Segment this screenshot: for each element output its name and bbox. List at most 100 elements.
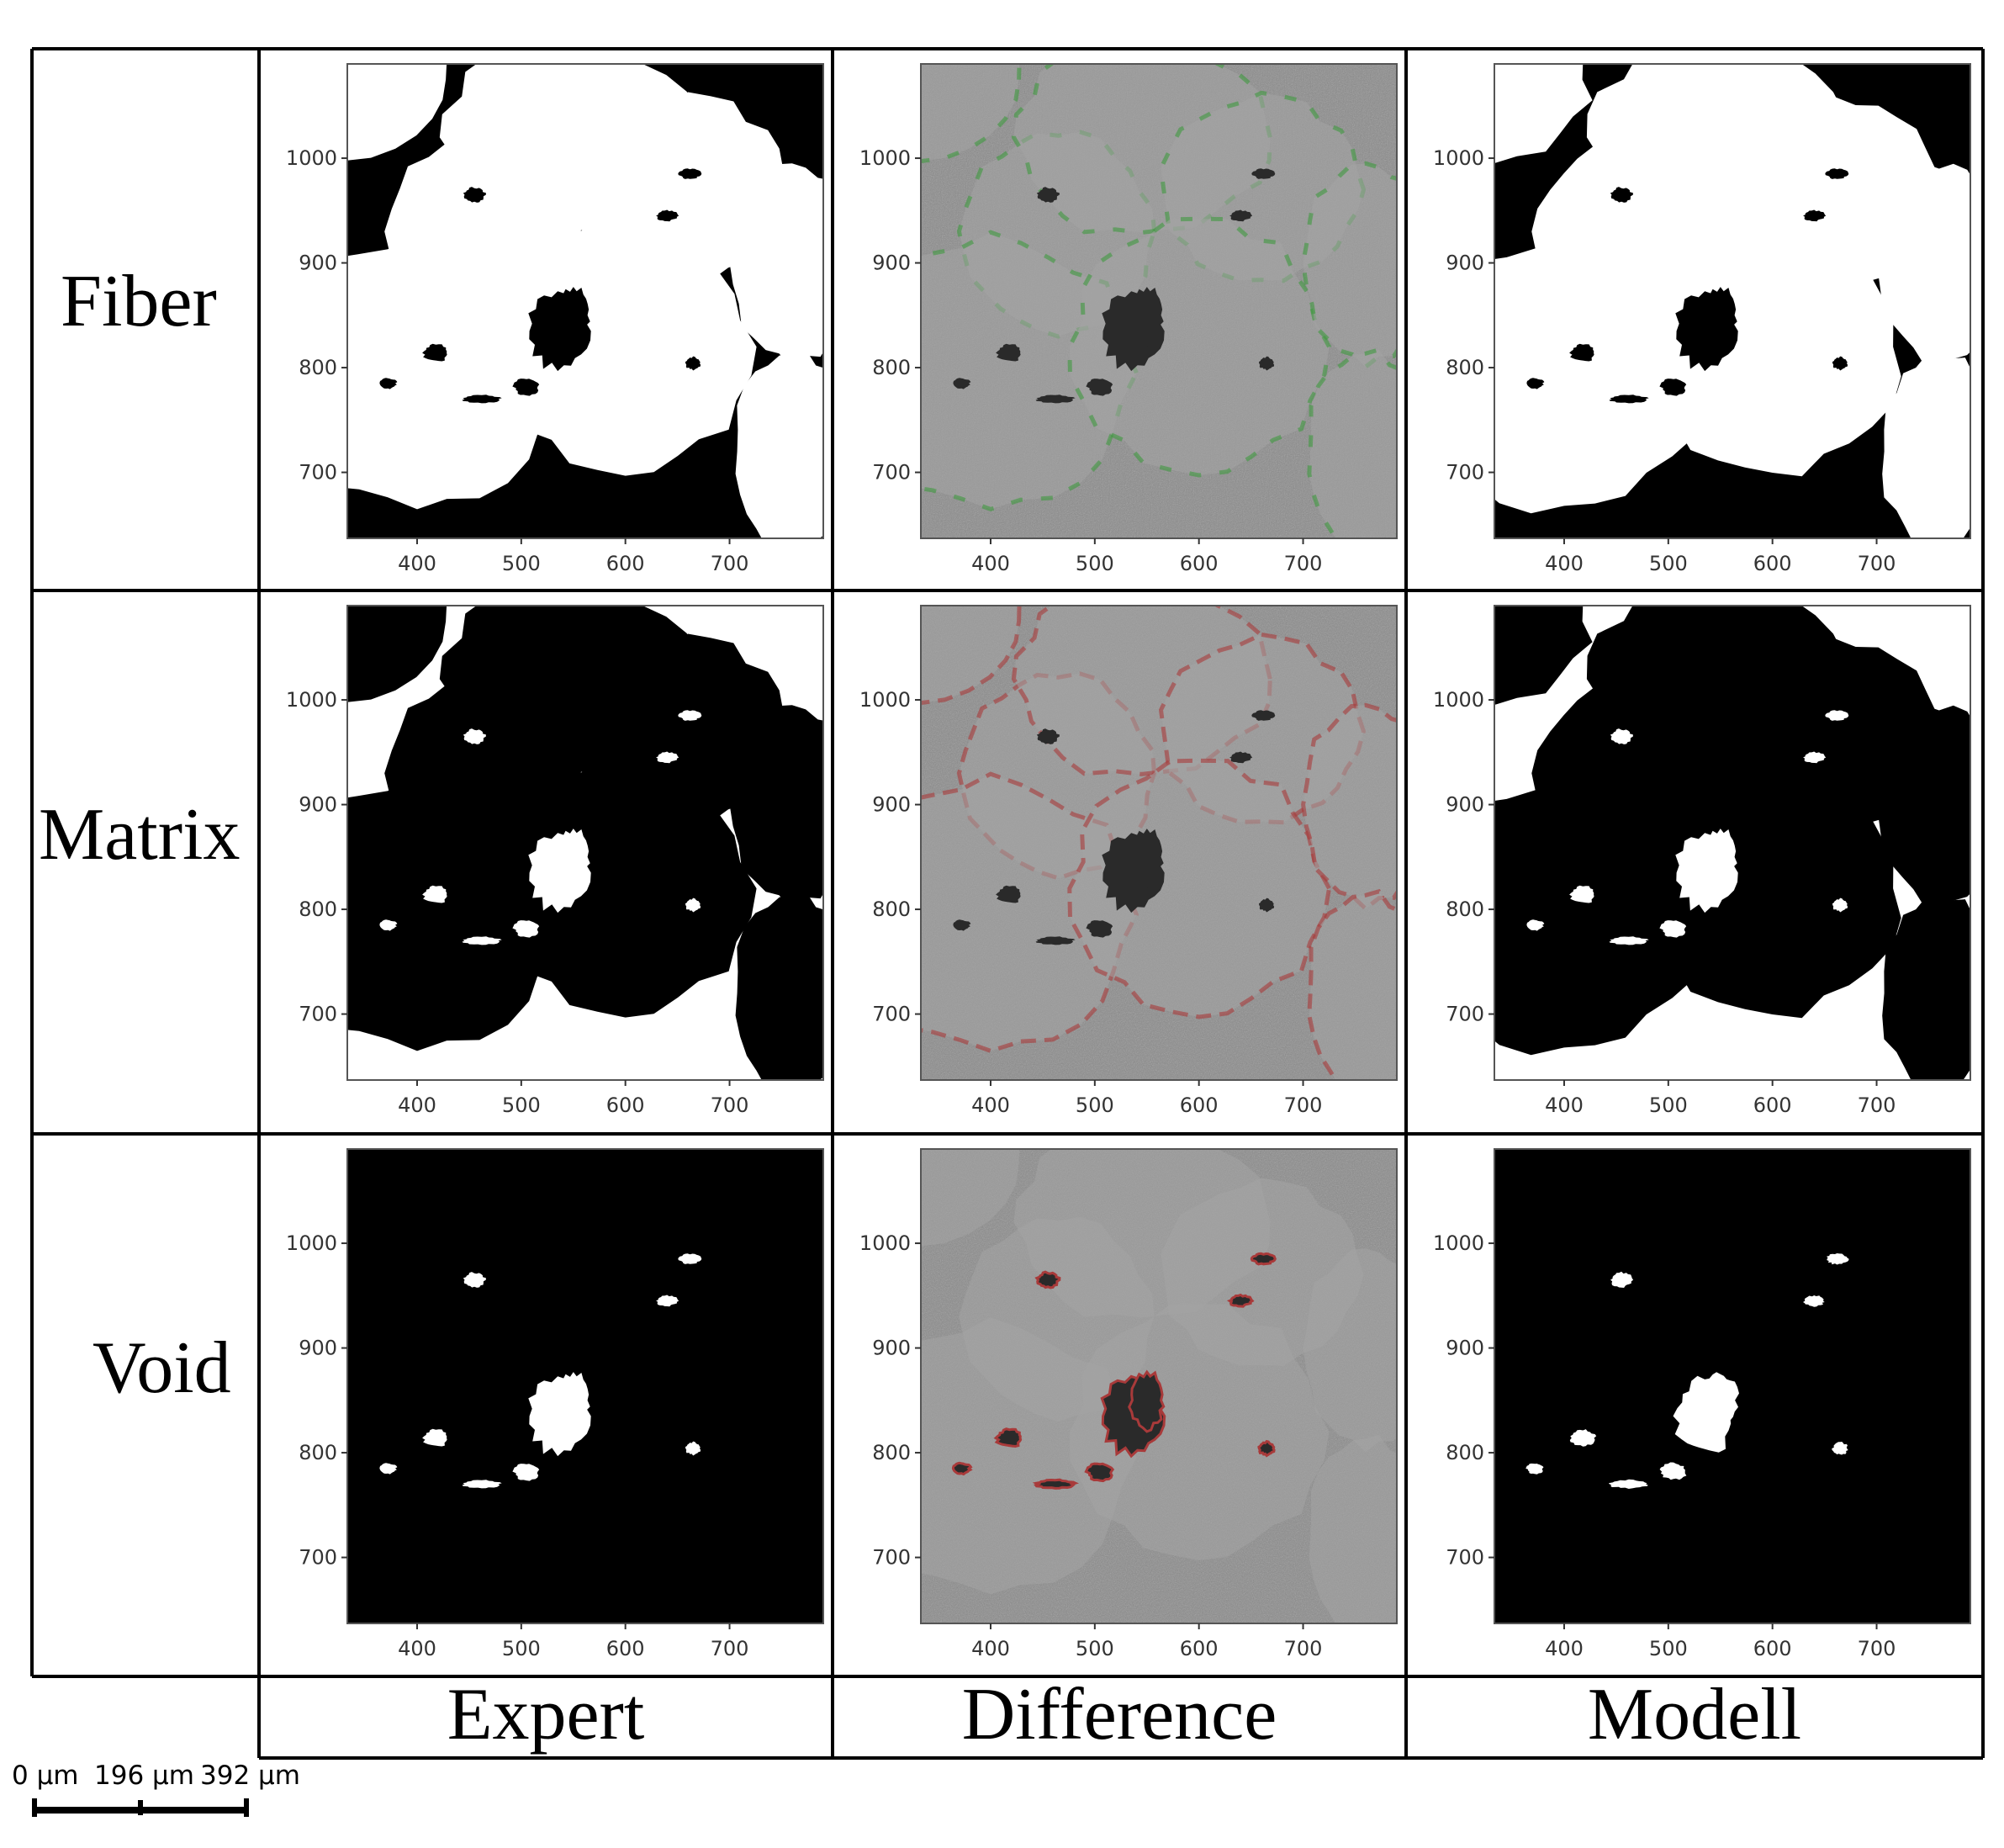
x-tick-label: 600 — [1753, 1637, 1792, 1660]
y-tick-label: 800 — [1446, 898, 1484, 921]
y-tick-label: 1000 — [1433, 146, 1484, 170]
scale-bar-label-392: 392 µm — [200, 1761, 300, 1791]
panel-matrix-difference: 400 500 600 700 1000 900 800 700 — [859, 605, 1398, 1117]
y-tick-label: 800 — [299, 356, 337, 379]
x-tick-label: 400 — [398, 552, 436, 575]
x-tick-label: 500 — [1649, 552, 1688, 575]
x-tick-label: 700 — [1284, 1637, 1323, 1660]
plot-image — [921, 64, 1397, 538]
x-tick-label: 400 — [398, 1637, 436, 1660]
y-tick-label: 1000 — [286, 146, 337, 170]
y-tick-label: 900 — [299, 252, 337, 275]
x-tick-label: 700 — [711, 1637, 749, 1660]
x-tick-label: 400 — [1545, 1093, 1584, 1117]
x-tick-label: 600 — [606, 552, 645, 575]
y-tick-label: 700 — [872, 1546, 911, 1570]
x-tick-label: 400 — [1545, 552, 1584, 575]
x-tick-label: 600 — [1180, 1637, 1219, 1660]
plot-image — [347, 64, 823, 538]
y-tick-label: 800 — [299, 1441, 337, 1464]
x-tick-label: 400 — [971, 1637, 1010, 1660]
y-tick-label: 800 — [1446, 1441, 1484, 1464]
y-tick-label: 700 — [1446, 461, 1484, 485]
x-tick-label: 700 — [1284, 552, 1323, 575]
y-tick-label: 800 — [872, 898, 911, 921]
panel-matrix-modell: 400 500 600 700 1000 900 800 700 — [1433, 605, 1971, 1117]
x-tick-label: 600 — [1753, 552, 1792, 575]
x-tick-label: 500 — [502, 1637, 541, 1660]
y-tick-label: 1000 — [1433, 688, 1484, 712]
plot-image — [921, 1149, 1397, 1623]
x-tick-label: 500 — [1076, 1637, 1114, 1660]
column-label-modell: Modell — [1587, 1674, 1802, 1755]
column-label-difference: Difference — [961, 1674, 1277, 1755]
plot-image — [1494, 1149, 1970, 1623]
y-tick-label: 900 — [299, 1337, 337, 1360]
panel-void-modell: 400 500 600 700 1000 900 800 700 — [1433, 1148, 1971, 1660]
plot-image — [1494, 606, 1970, 1080]
x-tick-label: 500 — [1076, 552, 1114, 575]
x-tick-label: 600 — [1180, 1093, 1219, 1117]
x-tick-label: 400 — [971, 1093, 1010, 1117]
x-tick-label: 500 — [1649, 1093, 1688, 1117]
panel-void-expert: 400 500 600 700 1000 900 800 700 — [286, 1148, 824, 1660]
plot-image — [347, 606, 823, 1080]
y-tick-label: 800 — [872, 1441, 911, 1464]
panel-fiber-modell: 400 500 600 700 1000 900 800 700 — [1433, 63, 1971, 575]
x-tick-label: 600 — [606, 1637, 645, 1660]
y-tick-label: 800 — [1446, 356, 1484, 379]
y-tick-label: 700 — [299, 461, 337, 485]
y-tick-label: 1000 — [859, 688, 911, 712]
x-tick-label: 500 — [502, 1093, 541, 1117]
x-tick-label: 400 — [398, 1093, 436, 1117]
y-tick-label: 1000 — [1433, 1231, 1484, 1255]
row-label-matrix: Matrix — [39, 794, 241, 876]
x-tick-label: 700 — [711, 1093, 749, 1117]
row-label-void: Void — [93, 1327, 231, 1409]
y-tick-label: 1000 — [859, 1231, 911, 1255]
plot-image — [1494, 64, 1970, 538]
panel-fiber-expert: 400 500 600 700 1000 900 800 700 — [286, 63, 824, 575]
y-tick-label: 800 — [872, 356, 911, 379]
y-tick-label: 700 — [299, 1003, 337, 1026]
y-tick-label: 900 — [872, 1337, 911, 1360]
y-tick-label: 800 — [299, 898, 337, 921]
plot-image — [921, 606, 1397, 1080]
x-tick-label: 600 — [1753, 1093, 1792, 1117]
scale-bar-label-196: 196 µm — [94, 1761, 194, 1791]
x-tick-label: 700 — [711, 552, 749, 575]
scale-bar-label-0: 0 µm — [12, 1761, 79, 1791]
y-tick-label: 1000 — [286, 688, 337, 712]
y-tick-label: 700 — [1446, 1003, 1484, 1026]
y-tick-label: 700 — [872, 1003, 911, 1026]
scale-bar — [32, 1798, 249, 1817]
x-tick-label: 700 — [1858, 1093, 1896, 1117]
y-tick-label: 900 — [299, 793, 337, 817]
column-label-expert: Expert — [447, 1674, 645, 1755]
x-tick-label: 500 — [502, 552, 541, 575]
y-tick-label: 1000 — [859, 146, 911, 170]
x-tick-label: 500 — [1649, 1637, 1688, 1660]
x-tick-label: 600 — [606, 1093, 645, 1117]
y-tick-label: 900 — [872, 252, 911, 275]
y-tick-label: 700 — [299, 1546, 337, 1570]
y-tick-label: 900 — [1446, 252, 1484, 275]
x-tick-label: 500 — [1076, 1093, 1114, 1117]
x-tick-label: 700 — [1858, 552, 1896, 575]
x-tick-label: 400 — [971, 552, 1010, 575]
y-tick-label: 1000 — [286, 1231, 337, 1255]
x-tick-label: 700 — [1858, 1637, 1896, 1660]
panel-matrix-expert: 400 500 600 700 1000 900 800 700 — [286, 605, 824, 1117]
panel-fiber-difference: 400 500 600 700 1000 900 800 700 — [859, 63, 1398, 575]
y-tick-label: 900 — [1446, 793, 1484, 817]
plot-image — [347, 1149, 823, 1623]
y-tick-label: 700 — [1446, 1546, 1484, 1570]
x-tick-label: 600 — [1180, 552, 1219, 575]
y-tick-label: 900 — [1446, 1337, 1484, 1360]
panel-void-difference: 400 500 600 700 1000 900 800 700 — [859, 1148, 1398, 1660]
row-label-fiber: Fiber — [61, 261, 217, 342]
y-tick-label: 700 — [872, 461, 911, 485]
x-tick-label: 700 — [1284, 1093, 1323, 1117]
y-tick-label: 900 — [872, 793, 911, 817]
